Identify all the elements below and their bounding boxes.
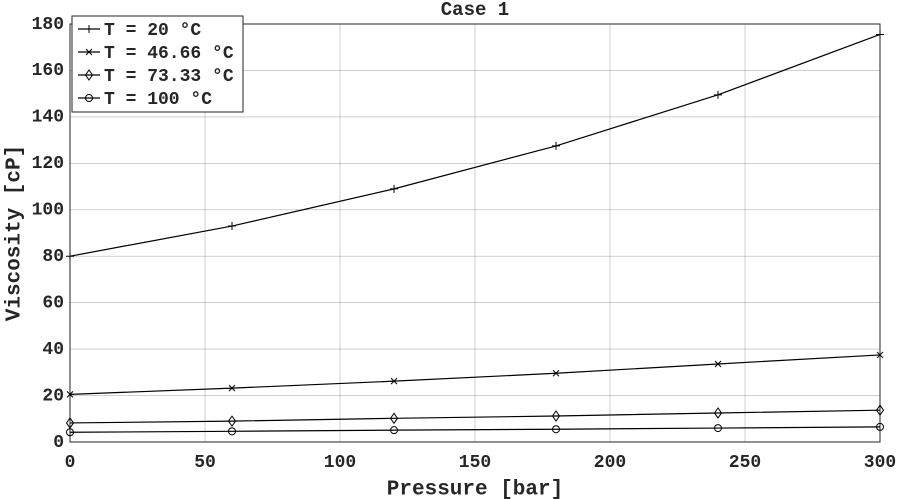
- marker: [65, 417, 75, 429]
- legend-label: T = 73.33 °C: [104, 67, 234, 87]
- y-tick-label: 0: [53, 433, 64, 453]
- chart-title: Case 1: [441, 0, 509, 21]
- legend-label: T = 20 °C: [104, 21, 201, 41]
- marker: [551, 410, 561, 422]
- series-line: [69, 354, 881, 395]
- x-tick-label: 200: [594, 453, 626, 473]
- marker: [552, 425, 560, 434]
- series-line: [69, 33, 881, 257]
- marker: [228, 222, 236, 231]
- y-tick-label: 140: [32, 108, 64, 128]
- marker: [66, 252, 74, 261]
- marker: [390, 377, 398, 385]
- x-tick-label: 300: [864, 453, 896, 473]
- y-tick-label: 60: [42, 293, 64, 313]
- series-line: [69, 409, 881, 424]
- y-tick-label: 80: [42, 247, 64, 267]
- marker: [714, 90, 722, 99]
- y-tick-label: 180: [32, 15, 64, 35]
- x-tick-label: 150: [459, 453, 491, 473]
- marker: [876, 351, 884, 359]
- marker: [390, 184, 398, 193]
- legend-label: T = 46.66 °C: [104, 44, 234, 64]
- legend-label: T = 100 °C: [104, 90, 212, 110]
- marker: [228, 427, 236, 436]
- marker: [389, 412, 399, 425]
- marker: [66, 391, 74, 398]
- marker: [876, 422, 884, 431]
- marker: [552, 141, 560, 150]
- x-tick-label: 250: [729, 453, 761, 473]
- marker: [84, 69, 94, 81]
- marker: [228, 384, 236, 392]
- marker: [713, 407, 723, 419]
- x-tick-label: 100: [324, 453, 356, 473]
- marker: [390, 426, 398, 435]
- marker: [714, 424, 722, 433]
- marker: [876, 30, 884, 39]
- x-axis-label: Pressure [bar]: [387, 479, 563, 499]
- x-tick-label: 50: [194, 453, 216, 473]
- marker: [85, 48, 93, 56]
- y-tick-label: 20: [42, 386, 64, 406]
- y-tick-label: 40: [42, 340, 64, 360]
- marker: [714, 360, 722, 368]
- marker: [227, 415, 237, 427]
- x-tick-label: 0: [65, 453, 76, 473]
- plot-frame: [69, 23, 881, 443]
- y-tick-label: 160: [32, 61, 64, 81]
- y-tick-label: 120: [32, 154, 64, 174]
- marker: [66, 428, 74, 437]
- marker: [875, 404, 885, 417]
- marker: [85, 25, 93, 33]
- series-line: [69, 426, 881, 433]
- marker: [552, 369, 560, 377]
- marker: [85, 94, 93, 102]
- legend-box: [71, 15, 244, 113]
- y-tick-label: 100: [32, 201, 64, 221]
- y-axis-label: Viscosity [cP]: [4, 145, 27, 321]
